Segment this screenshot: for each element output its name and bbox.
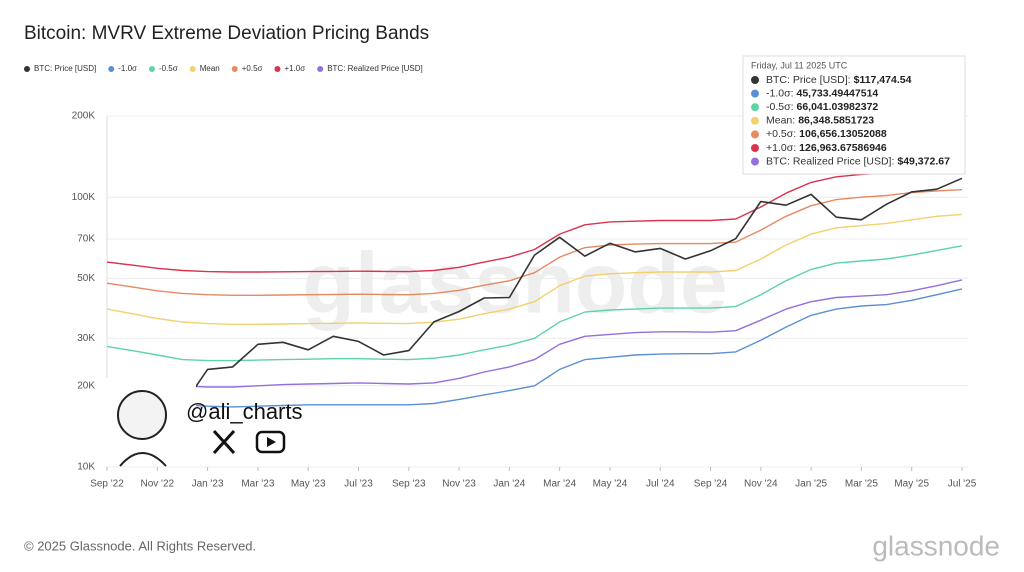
tooltip-box	[742, 55, 966, 175]
series-line	[106, 177, 963, 410]
series-line	[106, 288, 963, 408]
legend-marker	[148, 66, 155, 72]
legend-marker	[108, 66, 115, 72]
x-tick-label: Jan '24	[493, 479, 525, 490]
handle: @ali_charts	[186, 399, 303, 424]
y-tick-label: 100K	[72, 192, 96, 203]
tooltip-marker	[751, 89, 759, 98]
tooltip-value: 126,963.67586946	[799, 142, 887, 154]
author-badge: @ali_charts	[106, 378, 303, 467]
tooltip-value: $117,474.54	[854, 74, 912, 86]
x-tick-label: Jul '25	[948, 479, 977, 490]
x-tick-label: Mar '23	[241, 479, 274, 490]
x-tick-label: Jan '23	[192, 479, 224, 490]
legend-marker	[24, 66, 30, 72]
tooltip-label: +0.5σ:	[766, 128, 796, 140]
youtube-play	[267, 437, 276, 447]
tooltip-marker	[751, 144, 759, 152]
legend-label: BTC: Realized Price [USD]	[327, 64, 423, 73]
series-line	[106, 168, 963, 273]
x-tick-label: Mar '24	[543, 479, 576, 490]
chart-title: Bitcoin: MVRV Extreme Deviation Pricing …	[24, 23, 429, 44]
logo: glassnode	[872, 530, 1000, 561]
tooltip-value: $49,372.67	[897, 155, 950, 167]
avatar-body	[119, 452, 167, 467]
tooltip-label: BTC: Realized Price [USD]:	[766, 155, 894, 167]
x-tick-label: Jul '23	[344, 479, 373, 490]
y-tick-label: 70K	[77, 234, 95, 245]
x-tick-label: Nov '24	[744, 479, 778, 490]
series-line	[106, 279, 963, 388]
x-tick-label: Nov '23	[442, 479, 476, 490]
x-tick-label: Mar '25	[845, 479, 878, 490]
x-tick-label: Sep '23	[392, 479, 426, 490]
y-tick-label: 200K	[72, 111, 96, 122]
legend-label: Mean	[200, 64, 220, 73]
tooltip-label: Mean:	[766, 115, 795, 127]
x-tick-label: May '25	[894, 479, 929, 490]
x-tick-label: May '23	[291, 479, 326, 490]
tooltip-label: +1.0σ:	[766, 142, 796, 154]
tooltip-marker	[751, 130, 759, 139]
tooltip-value: 86,348.5851723	[798, 115, 874, 127]
legend-label: BTC: Price [USD]	[34, 64, 96, 73]
tooltip: Friday, Jul 11 2025 UTC BTC: Price [USD]…	[742, 55, 966, 175]
copyright: © 2025 Glassnode. All Rights Reserved.	[24, 538, 256, 553]
tooltip-marker	[751, 157, 759, 166]
legend-marker	[274, 66, 281, 72]
watermark: glassnode	[302, 236, 727, 332]
y-tick-label: 50K	[77, 273, 95, 284]
series-line	[106, 189, 963, 296]
tooltip-label: -1.0σ:	[766, 87, 794, 99]
x-tick-label: Sep '24	[694, 479, 728, 490]
x-icon	[212, 429, 236, 455]
legend-label: -0.5σ	[159, 64, 178, 73]
legend-marker	[231, 66, 238, 72]
x-tick-label: Jan '25	[795, 479, 827, 490]
series-line	[106, 213, 963, 325]
legend-marker	[189, 66, 196, 72]
tooltip-label: BTC: Price [USD]:	[766, 74, 851, 86]
legend-label: +0.5σ	[242, 64, 263, 73]
avatar	[117, 390, 167, 440]
x-tick-label: Jul '24	[646, 479, 675, 490]
x-tick-label: Nov '22	[140, 479, 174, 490]
y-tick-label: 10K	[77, 462, 95, 473]
series-line	[106, 245, 963, 362]
tooltip-label: -0.5σ:	[766, 101, 794, 113]
tooltip-title: Friday, Jul 11 2025 UTC	[751, 60, 848, 70]
legend-marker	[317, 66, 324, 72]
tooltip-value: 106,656.13052088	[799, 128, 887, 140]
tooltip-value: 45,733.49447514	[797, 87, 879, 99]
tooltip-value: 66,041.03982372	[797, 101, 879, 113]
legend-label: +1.0σ	[284, 64, 305, 73]
tooltip-marker	[751, 76, 759, 84]
tooltip-marker	[751, 103, 759, 112]
legend-label: -1.0σ	[118, 64, 137, 73]
x-tick-label: May '24	[593, 479, 628, 490]
y-tick-label: 30K	[77, 333, 95, 344]
youtube-icon	[255, 430, 286, 454]
plot-area: 10K 20K 30K 50K 70K 100K 200K Sep '22 Nov '22 Jan…	[72, 111, 977, 490]
y-tick-label: 20K	[77, 380, 95, 391]
tooltip-marker	[751, 116, 759, 125]
x-tick-label: Sep '22	[90, 479, 124, 490]
